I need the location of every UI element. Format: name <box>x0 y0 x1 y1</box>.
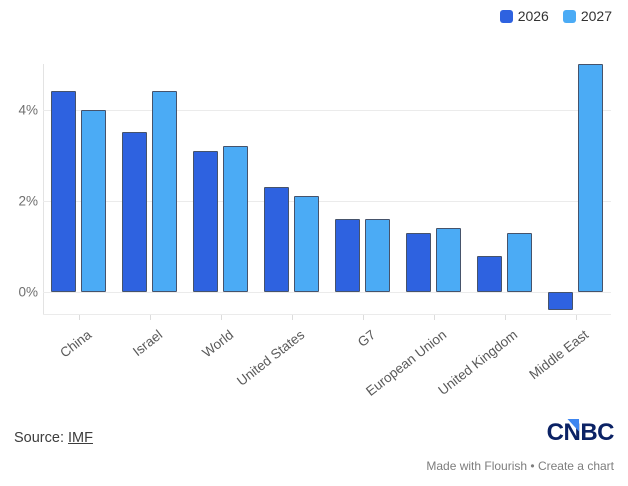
x-axis-label-China: China <box>56 327 94 361</box>
y-tick-label: 4% <box>18 102 38 118</box>
bar-China-2027[interactable] <box>81 109 106 292</box>
bar-United Kingdom-2027[interactable] <box>507 232 532 292</box>
source-link[interactable]: IMF <box>68 430 93 446</box>
source-prefix: Source: <box>14 430 68 446</box>
bar-G7-2027[interactable] <box>365 219 390 292</box>
x-axis-tick <box>575 315 577 320</box>
x-axis-tick <box>220 315 222 320</box>
bar-Middle East-2027[interactable] <box>578 64 603 292</box>
cnbc-logo-c: C <box>546 419 564 446</box>
x-axis-tick <box>504 315 506 320</box>
legend-swatch-icon <box>562 9 576 23</box>
x-axis-label-European Union: European Union <box>362 327 449 399</box>
x-axis-tick <box>291 315 293 320</box>
bar-United Kingdom-2026[interactable] <box>477 255 502 292</box>
x-axis-tick <box>78 315 80 320</box>
cnbc-logo-bc: BC <box>580 419 614 446</box>
credit-separator: • <box>527 459 538 473</box>
create-a-chart-link[interactable]: Create a chart <box>537 459 614 473</box>
x-axis-tick <box>433 315 435 320</box>
gridline-2% <box>43 200 611 202</box>
legend: 2026 2027 <box>499 8 612 24</box>
bar-Israel-2027[interactable] <box>152 91 177 292</box>
y-axis-line <box>43 64 44 315</box>
bar-Middle East-2026[interactable] <box>548 292 573 311</box>
x-axis-label-United Kingdom: United Kingdom <box>434 327 520 398</box>
cnbc-logo-n: N <box>563 419 581 446</box>
source-note: Source: IMF <box>14 430 93 446</box>
legend-swatch-icon <box>499 9 513 23</box>
x-axis-label-Middle East: Middle East <box>525 327 591 383</box>
plot-area <box>43 64 611 320</box>
made-with-flourish-link[interactable]: Made with Flourish <box>426 459 528 473</box>
y-tick-label: 2% <box>18 193 38 209</box>
y-tick-label: 0% <box>18 284 38 300</box>
x-axis-label-World: World <box>198 327 236 361</box>
legend-label: 2027 <box>580 8 612 24</box>
x-axis-label-G7: G7 <box>354 327 378 350</box>
x-axis-tick <box>362 315 364 320</box>
x-axis-tick <box>149 315 151 320</box>
bar-United States-2026[interactable] <box>264 187 289 292</box>
bar-Israel-2026[interactable] <box>122 132 147 292</box>
x-axis-label-United States: United States <box>233 327 307 389</box>
legend-item-2026[interactable]: 2026 <box>499 8 549 24</box>
bar-G7-2026[interactable] <box>335 219 360 292</box>
gridline-4% <box>43 109 611 111</box>
bar-European Union-2027[interactable] <box>436 228 461 292</box>
gridline-0% <box>43 292 611 293</box>
bar-World-2027[interactable] <box>223 146 248 292</box>
legend-item-2027[interactable]: 2027 <box>562 8 612 24</box>
flourish-credit: Made with Flourish • Create a chart <box>426 459 614 473</box>
plot-bottom-line <box>43 314 611 315</box>
cnbc-logo: CN BC <box>546 419 614 446</box>
legend-label: 2026 <box>517 8 549 24</box>
bar-China-2026[interactable] <box>51 91 76 292</box>
x-axis-label-Israel: Israel <box>129 327 165 360</box>
bar-European Union-2026[interactable] <box>406 232 431 292</box>
bar-World-2026[interactable] <box>193 150 218 292</box>
bar-United States-2027[interactable] <box>294 196 319 292</box>
